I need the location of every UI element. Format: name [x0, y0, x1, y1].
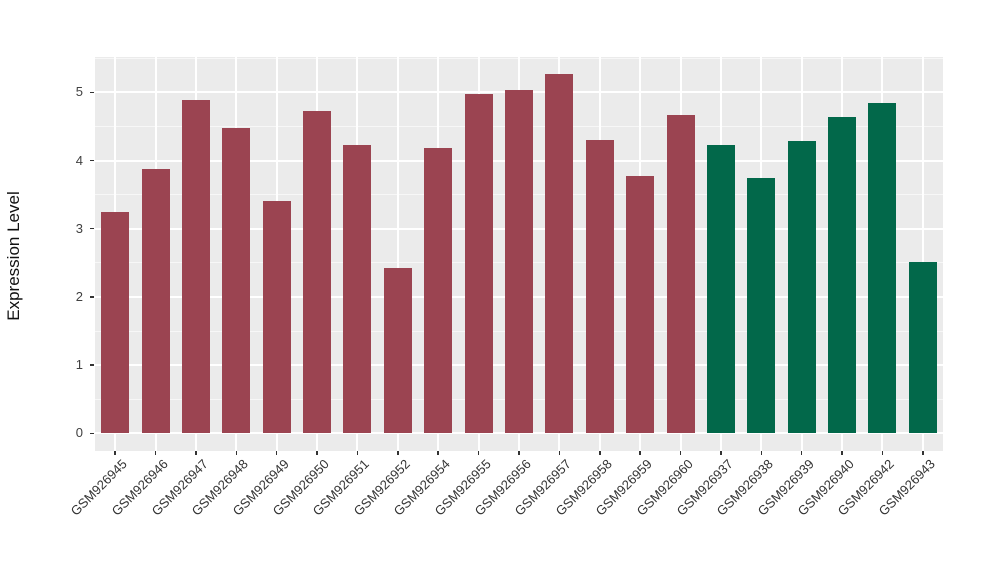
y-tick-label: 1: [75, 357, 83, 373]
x-tick-mark: [154, 451, 157, 455]
bar-GSM926946: [141, 168, 170, 434]
y-tick-label: 4: [75, 152, 83, 168]
x-tick-mark: [275, 451, 278, 455]
bar-GSM926955: [464, 93, 493, 434]
y-tick-mark: [90, 159, 94, 162]
y-tick-label: 2: [75, 288, 83, 304]
y-tick-label: 0: [75, 425, 83, 441]
x-tick-mark: [760, 451, 763, 455]
y-tick-mark: [90, 296, 94, 298]
bar-GSM926943: [908, 262, 937, 434]
x-tick-mark: [437, 451, 439, 455]
y-axis-title: Expression Level: [4, 191, 23, 321]
x-tick-mark: [518, 451, 520, 455]
bar-GSM926952: [383, 267, 412, 434]
y-tick-label: 5: [75, 84, 83, 100]
gridline-vertical: [396, 57, 399, 451]
x-tick-mark: [397, 451, 399, 455]
bar-GSM926960: [666, 114, 695, 434]
x-tick-mark: [114, 451, 116, 455]
bar-GSM926948: [222, 128, 251, 434]
x-tick-mark: [922, 451, 924, 455]
bar-GSM926951: [343, 144, 372, 434]
plot-panel: [95, 57, 943, 451]
bar-GSM926937: [706, 145, 735, 434]
x-tick-mark: [720, 451, 722, 455]
bar-GSM926950: [303, 110, 332, 434]
bar-GSM926942: [868, 102, 897, 434]
y-tick-mark: [90, 91, 94, 94]
bar-GSM926958: [585, 140, 614, 434]
bar-GSM926945: [101, 212, 130, 434]
x-tick-mark: [477, 451, 480, 455]
bar-GSM926954: [424, 147, 453, 434]
bar-GSM926939: [787, 141, 816, 434]
bar-GSM926959: [626, 176, 655, 434]
x-tick-mark: [841, 451, 843, 455]
y-tick-mark: [90, 432, 94, 435]
x-tick-mark: [800, 451, 803, 455]
gridline-vertical: [921, 57, 924, 451]
x-tick-mark: [599, 451, 601, 455]
x-tick-mark: [195, 451, 197, 455]
x-tick-mark: [679, 451, 682, 455]
bar-GSM926949: [262, 200, 291, 434]
x-tick-mark: [639, 451, 641, 455]
bar-GSM926957: [545, 73, 574, 434]
x-tick-mark: [316, 451, 318, 455]
x-tick-mark: [235, 451, 238, 455]
bar-GSM926938: [747, 177, 776, 434]
y-tick-label: 3: [75, 220, 83, 236]
bar-GSM926940: [828, 116, 857, 434]
x-tick-mark: [558, 451, 561, 455]
x-tick-mark: [356, 451, 359, 455]
y-tick-mark: [90, 227, 94, 230]
bar-GSM926956: [505, 90, 533, 434]
y-tick-mark: [90, 364, 94, 366]
bar-GSM926947: [181, 99, 210, 434]
x-tick-mark: [881, 451, 884, 455]
